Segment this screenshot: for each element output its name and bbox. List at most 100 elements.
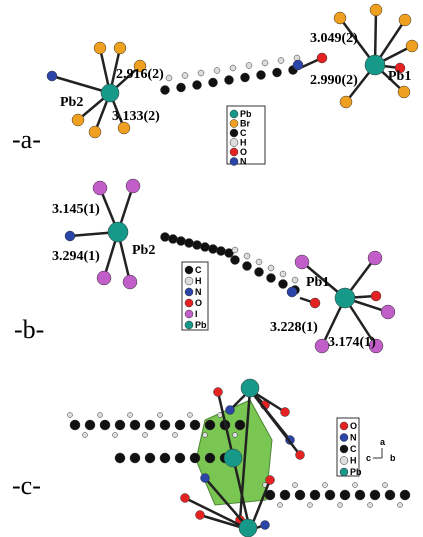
atom — [385, 490, 395, 500]
atom — [256, 259, 262, 265]
atom — [115, 453, 125, 463]
legend-label: Pb — [240, 109, 252, 119]
structures — [47, 4, 418, 537]
legend-label: N — [195, 287, 202, 297]
atom — [278, 503, 283, 508]
atom — [85, 420, 95, 430]
atom — [268, 265, 274, 271]
atom — [145, 420, 155, 430]
distance: 3.174(1) — [328, 335, 376, 350]
atom — [68, 413, 73, 418]
atom — [383, 483, 388, 488]
atom — [231, 256, 240, 265]
atom — [98, 413, 103, 418]
atom — [123, 275, 137, 289]
atom — [128, 413, 133, 418]
atom — [281, 408, 290, 417]
atom — [198, 70, 204, 76]
atom — [235, 420, 245, 430]
legend-label: Pb — [350, 467, 362, 477]
atom — [293, 60, 303, 70]
atom — [113, 433, 118, 438]
atom — [406, 40, 418, 52]
atom — [325, 490, 335, 500]
legend-label: O — [350, 421, 357, 431]
atom — [310, 298, 320, 308]
legend-label: C — [195, 265, 202, 275]
atom — [340, 96, 352, 108]
atom — [185, 310, 193, 318]
atom — [185, 321, 193, 329]
atom — [287, 287, 297, 297]
atom — [115, 420, 125, 430]
atom — [296, 451, 305, 460]
atom — [273, 68, 282, 77]
panel-label: -b- — [14, 315, 44, 344]
distance: 2.990(2) — [310, 73, 358, 88]
atom — [94, 42, 106, 54]
atom — [279, 280, 288, 289]
atom — [130, 453, 140, 463]
atom — [308, 503, 313, 508]
atom — [317, 53, 327, 63]
atom — [185, 277, 193, 285]
atom — [190, 453, 200, 463]
atom — [70, 420, 80, 430]
atom — [93, 181, 107, 195]
atom — [185, 299, 193, 307]
atom — [175, 420, 185, 430]
atom — [205, 420, 215, 430]
atom — [255, 268, 264, 277]
distance: 2.916(2) — [116, 67, 164, 82]
atom — [340, 490, 350, 500]
atom — [177, 237, 186, 246]
atom — [257, 71, 266, 80]
atom — [241, 379, 259, 397]
distance: 3.228(1) — [270, 320, 318, 335]
atom — [177, 83, 186, 92]
atom — [224, 449, 242, 467]
legend-label: O — [195, 298, 202, 308]
atom — [340, 445, 348, 453]
atom — [295, 490, 305, 500]
atom — [230, 129, 238, 137]
legend-label: I — [195, 309, 198, 319]
legend-label: Pb — [195, 320, 207, 330]
atom — [293, 483, 298, 488]
atom — [230, 65, 236, 71]
atom — [340, 457, 348, 465]
atom — [217, 247, 226, 256]
atom — [193, 81, 202, 90]
atom — [368, 251, 382, 265]
atom — [399, 14, 411, 26]
atom — [126, 179, 140, 193]
atom — [108, 222, 128, 242]
atom — [89, 126, 101, 138]
axis-label: a — [380, 437, 386, 447]
atom — [398, 503, 403, 508]
atom — [334, 12, 346, 24]
panel-label: -a- — [12, 125, 41, 154]
atom — [209, 245, 218, 254]
atom — [214, 388, 223, 397]
atom — [100, 420, 110, 430]
atom — [230, 148, 238, 156]
atom — [310, 490, 320, 500]
atom — [190, 420, 200, 430]
legend-label: N — [240, 157, 247, 167]
atom — [145, 453, 155, 463]
atom — [262, 60, 268, 66]
atom — [143, 433, 148, 438]
atom — [193, 241, 202, 250]
atom — [370, 490, 380, 500]
atom — [280, 271, 286, 277]
atom — [185, 239, 194, 248]
legend-label: C — [240, 128, 247, 138]
atom — [205, 453, 215, 463]
atom — [243, 262, 252, 271]
atom — [201, 474, 210, 483]
atom — [188, 413, 193, 418]
atom — [230, 120, 238, 128]
atom — [160, 453, 170, 463]
atom — [241, 73, 250, 82]
